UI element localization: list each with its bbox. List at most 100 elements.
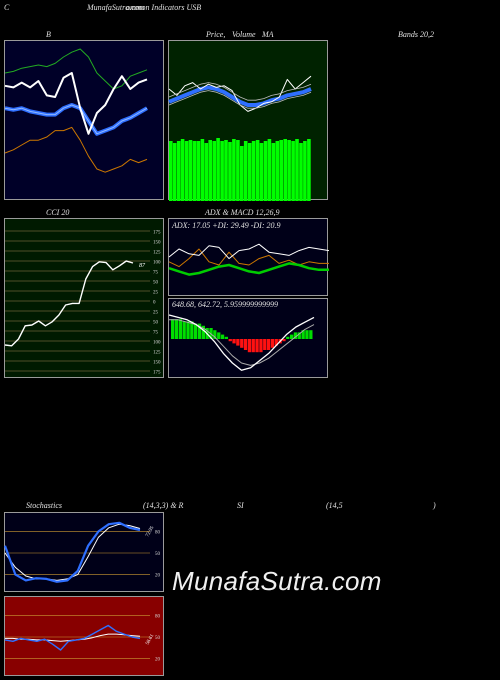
price-volume-chart: [168, 75, 312, 201]
volume-bar: [267, 139, 272, 201]
cci-chart: 175 150 125 100 75 50 25 0 25 50 75 100 125 150 175 87: [4, 231, 161, 376]
volume-bar: [180, 139, 185, 201]
macd-panel: 648.68, 642.72, 5.959999999999: [168, 298, 328, 378]
cci-tick-label: 100: [153, 261, 161, 266]
rsi-tick-label: 50: [155, 636, 161, 641]
cci-tick-label: 50: [153, 281, 159, 286]
macd-histogram-bar: [228, 339, 232, 342]
rsi-current-label: 58.61: [145, 633, 155, 646]
macd-histogram-bar: [190, 321, 194, 339]
cci-tick-label: 0: [153, 301, 156, 306]
volume-bar: [196, 141, 201, 201]
plus-di-line: [168, 243, 330, 260]
bb-left-label: B: [46, 30, 51, 39]
watermark: MunafaSutra.com: [172, 566, 382, 596]
stoch-tick-label: 50: [155, 552, 161, 557]
volume-bar: [240, 146, 244, 201]
volume-bar: [232, 139, 236, 201]
macd-histogram-bar: [194, 323, 198, 339]
macd-histogram-bar: [293, 332, 298, 339]
lower-band-line: [4, 126, 148, 173]
stoch-current-label: 72.95: [145, 525, 155, 538]
cci-line: [4, 260, 134, 347]
macd-histogram-bar: [297, 332, 301, 339]
adx-line: [168, 262, 329, 276]
stoch-params: (14,3,3) & R: [143, 501, 184, 510]
cci-current-label: 87: [139, 263, 146, 269]
cci-tick-label: 150: [153, 361, 161, 366]
cci-panel: 175 150 125 100 75 50 25 0 25 50 75 100 125 150 175 87: [4, 218, 164, 378]
volume-bar: [295, 139, 299, 201]
bollinger-chart: [4, 48, 148, 173]
bollinger-panel: [4, 40, 164, 200]
middle-band-highlight: [4, 104, 148, 135]
macd-chart: [168, 314, 315, 371]
volume-bar: [291, 141, 295, 201]
adx-title: ADX & MACD 12,26,9: [205, 208, 280, 217]
macd-histogram-bar: [255, 339, 259, 353]
rsi-chart: 80 50 20 58.61: [4, 614, 161, 663]
volume-bar: [299, 143, 303, 201]
macd-histogram-bar: [171, 319, 175, 339]
macd-histogram-bar: [201, 325, 205, 339]
stoch-k-line: [3, 521, 141, 583]
volume-bar: [283, 139, 287, 201]
bb-ma-label: MA: [262, 30, 274, 39]
stochastics-chart: 80 50 20 72.95: [3, 521, 161, 583]
rsi-params: (14,5: [326, 501, 343, 510]
stoch-tick-label: 80: [155, 530, 161, 535]
stoch-d-line: [4, 523, 141, 581]
site-title[interactable]: MunafaSutra.com: [87, 3, 145, 12]
macd-readout: 648.68, 642.72, 5.959999999999: [172, 300, 278, 309]
volume-bar: [212, 141, 216, 201]
cci-tick-label: 25: [153, 291, 159, 296]
macd-histogram-bar: [270, 339, 275, 348]
macd-histogram-bar: [259, 339, 263, 353]
macd-histogram-bar: [266, 339, 271, 350]
volume-bar: [251, 141, 256, 201]
macd-histogram-bar: [301, 330, 305, 339]
macd-histogram-bar: [263, 339, 267, 350]
volume-bar: [220, 141, 224, 201]
volume-bar: [307, 139, 311, 201]
volume-bar: [236, 140, 240, 201]
cci-tick-label: 50: [153, 321, 159, 326]
macd-histogram-bar: [182, 321, 186, 339]
macd-histogram-bar: [286, 336, 290, 339]
macd-histogram-bar: [174, 319, 179, 339]
volume-bar: [275, 141, 280, 201]
macd-line: [168, 314, 315, 371]
volume-bar: [216, 138, 220, 201]
bb-right-label: Bands 20,2: [398, 30, 434, 39]
volume-bar: [228, 142, 232, 201]
bb-price-label: Price,: [206, 30, 226, 39]
volume-bar: [204, 143, 209, 201]
volume-bar: [188, 140, 193, 201]
cci-tick-label: 175: [153, 371, 161, 376]
upper-band-line: [4, 48, 148, 90]
indicator-title: ommon Indicators USB: [126, 3, 202, 12]
bb-volume-label: Volume: [232, 30, 256, 39]
volume-bar: [263, 141, 268, 201]
stochastics-panel: 80 50 20 72.95: [3, 512, 164, 592]
ma-line: [168, 85, 312, 107]
corner-label: C: [4, 3, 10, 12]
adx-readout: ADX: 17.05 +DI: 29.49 -DI: 20.9: [172, 221, 281, 230]
macd-histogram-bar: [274, 339, 278, 346]
rsi-line: [4, 624, 141, 651]
macd-histogram-bar: [213, 330, 217, 339]
volume-bar: [271, 143, 276, 201]
macd-histogram-bar: [232, 339, 236, 344]
volume-bar: [243, 141, 248, 201]
macd-histogram-bar: [236, 339, 240, 346]
macd-histogram-bar: [290, 334, 294, 339]
volume-bar: [303, 141, 307, 201]
rsi-params-close: ): [433, 501, 436, 510]
cci-tick-label: 100: [153, 341, 161, 346]
adx-chart: [168, 243, 330, 276]
volume-bar: [224, 140, 228, 201]
macd-histogram-bar: [309, 330, 313, 339]
macd-histogram-bar: [186, 321, 190, 339]
volume-bar: [172, 143, 177, 201]
stoch-tick-label: 20: [155, 574, 161, 579]
